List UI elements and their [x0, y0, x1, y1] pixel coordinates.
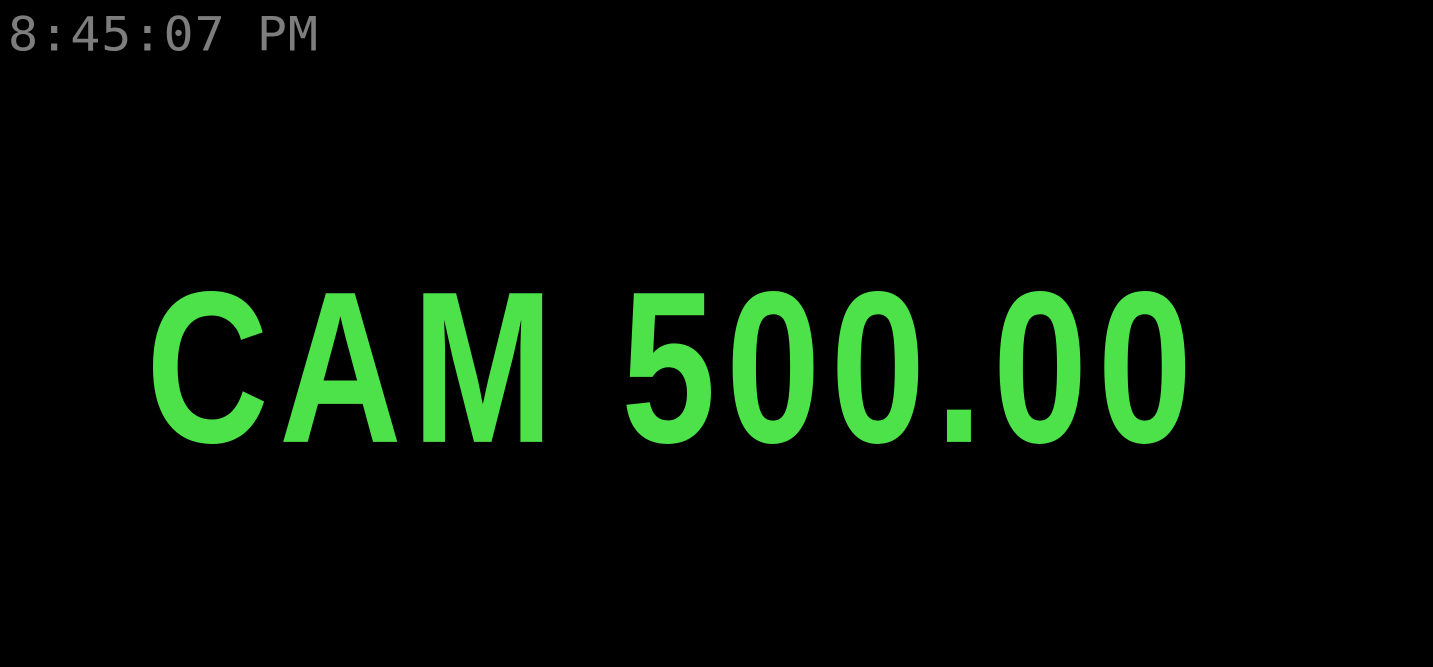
clock-time: 8:45:07 PM [8, 6, 320, 63]
amount-display: CAM 500.00 [146, 247, 1203, 489]
